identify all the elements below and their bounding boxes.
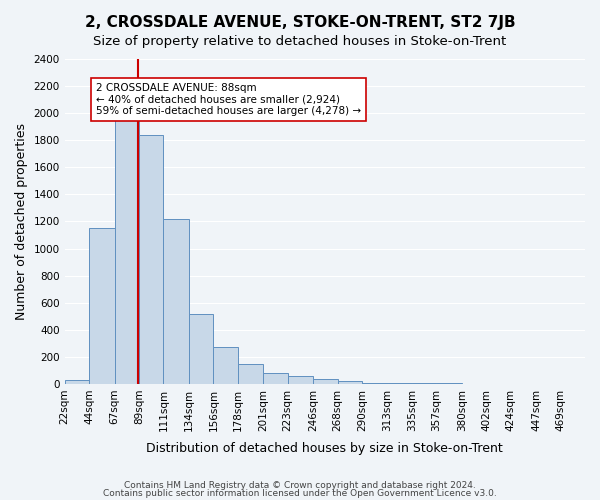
Bar [189,314,214,384]
Y-axis label: Number of detached properties: Number of detached properties [15,123,28,320]
Bar [263,373,287,384]
Bar [287,376,313,384]
Text: Contains HM Land Registry data © Crown copyright and database right 2024.: Contains HM Land Registry data © Crown c… [124,481,476,490]
Text: 2, CROSSDALE AVENUE, STOKE-ON-TRENT, ST2 7JB: 2, CROSSDALE AVENUE, STOKE-ON-TRENT, ST2… [85,15,515,30]
Bar [412,383,436,384]
X-axis label: Distribution of detached houses by size in Stoke-on-Trent: Distribution of detached houses by size … [146,442,503,455]
Bar [115,120,139,384]
Text: Size of property relative to detached houses in Stoke-on-Trent: Size of property relative to detached ho… [94,35,506,48]
Bar [214,348,238,384]
Bar [238,364,263,384]
Text: Contains public sector information licensed under the Open Government Licence v3: Contains public sector information licen… [103,488,497,498]
Bar [65,380,89,384]
Bar [338,380,362,384]
Bar [163,218,189,384]
Bar [388,382,412,384]
Bar [139,135,163,384]
Text: 2 CROSSDALE AVENUE: 88sqm
← 40% of detached houses are smaller (2,924)
59% of se: 2 CROSSDALE AVENUE: 88sqm ← 40% of detac… [96,83,361,116]
Bar [313,379,338,384]
Bar [89,228,115,384]
Bar [362,382,388,384]
